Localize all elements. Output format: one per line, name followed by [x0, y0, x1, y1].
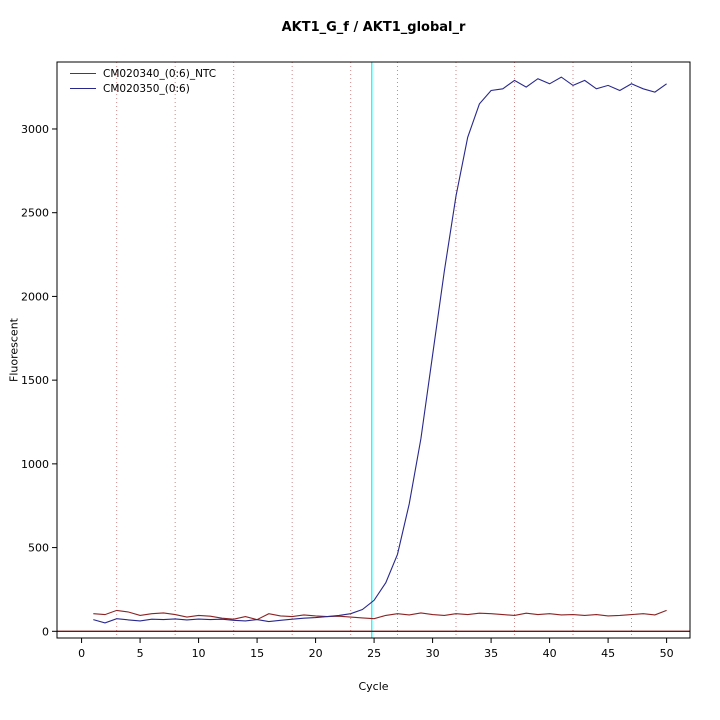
x-tick-label: 20 [309, 647, 323, 660]
legend-line-swatch-sample [70, 88, 96, 89]
x-tick-label: 10 [192, 647, 206, 660]
x-tick-label: 50 [660, 647, 674, 660]
legend-item-sample: CM020350_(0:6) [70, 81, 216, 96]
x-tick-label: 25 [367, 647, 381, 660]
legend-label-ntc: CM020340_(0:6)_NTC [103, 67, 217, 80]
x-tick-label: 5 [137, 647, 144, 660]
x-tick-label: 0 [78, 647, 85, 660]
x-tick-label: 40 [543, 647, 557, 660]
y-tick-label: 2000 [21, 290, 49, 303]
y-tick-label: 500 [28, 542, 49, 555]
series-line-0 [93, 609, 667, 621]
legend-item-ntc: CM020340_(0:6)_NTC [70, 66, 216, 81]
plot-box [56, 61, 691, 639]
y-tick-label: 3000 [21, 123, 49, 136]
x-axis-label: Cycle [358, 680, 389, 693]
legend: CM020340_(0:6)_NTC CM020350_(0:6) [70, 66, 216, 96]
chart-title: AKT1_G_f / AKT1_global_r [281, 20, 466, 35]
y-tick-label: 2500 [21, 207, 49, 220]
x-tick-label: 15 [250, 647, 264, 660]
series-line-1 [93, 76, 667, 624]
x-tick-label: 45 [601, 647, 615, 660]
y-tick-label: 0 [42, 625, 49, 638]
legend-line-swatch-ntc [70, 73, 96, 74]
y-tick-label: 1000 [21, 458, 49, 471]
y-axis-label: Fluorescent [7, 318, 21, 382]
x-tick-label: 35 [484, 647, 498, 660]
legend-label-sample: CM020350_(0:6) [103, 82, 190, 95]
y-tick-label: 1500 [21, 374, 49, 387]
x-tick-label: 30 [426, 647, 440, 660]
